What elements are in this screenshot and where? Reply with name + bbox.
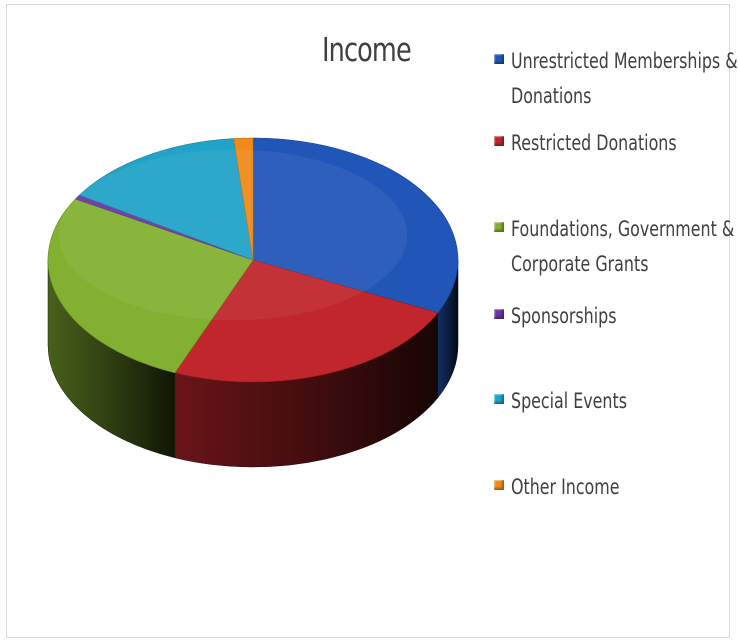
- legend-label: Other Income: [511, 475, 620, 499]
- pie-sides: [47, 259, 459, 468]
- legend-label: Foundations, Government & Corporate Gran…: [511, 217, 735, 276]
- pie-slice: [78, 138, 254, 261]
- legend-item: Unrestricted Memberships & Donations: [494, 44, 738, 114]
- legend-swatch-icon: [494, 136, 504, 146]
- chart-title: Income: [322, 30, 412, 69]
- pie-top: [47, 137, 459, 383]
- pie-slice: [252, 137, 459, 314]
- legend-item: Special Events: [494, 384, 738, 419]
- legend-item: Other Income: [494, 470, 738, 505]
- legend-swatch-icon: [494, 480, 504, 490]
- legend-swatch-icon: [494, 222, 504, 232]
- legend-label: Sponsorships: [511, 304, 617, 328]
- legend-item: Restricted Donations: [494, 126, 738, 161]
- legend-item: Foundations, Government & Corporate Gran…: [494, 212, 738, 282]
- legend-swatch-icon: [494, 309, 504, 319]
- pie-slice: [233, 137, 254, 261]
- pie-slice: [174, 259, 439, 383]
- legend-label: Unrestricted Memberships & Donations: [511, 49, 738, 108]
- legend-label: Special Events: [511, 389, 627, 413]
- pie-highlight: [58, 149, 408, 321]
- legend-label: Restricted Donations: [511, 131, 677, 155]
- legend-swatch-icon: [494, 54, 504, 64]
- legend-swatch-icon: [494, 394, 504, 404]
- legend-item: Sponsorships: [494, 299, 738, 334]
